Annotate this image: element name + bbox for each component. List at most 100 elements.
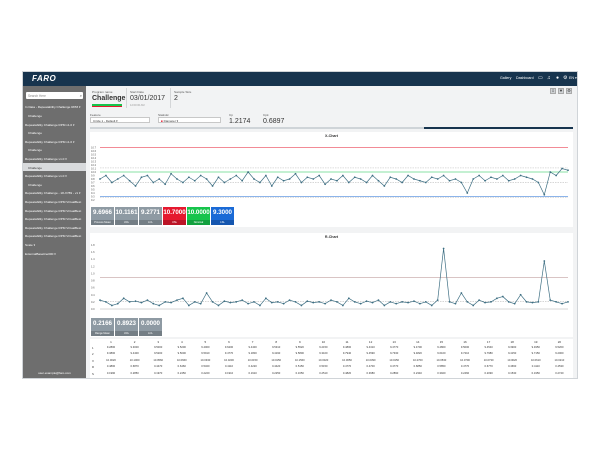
data-point[interactable] xyxy=(341,304,344,307)
data-point[interactable] xyxy=(276,300,279,303)
data-point[interactable] xyxy=(336,300,338,303)
data-point[interactable] xyxy=(140,176,143,179)
data-point[interactable] xyxy=(205,178,208,180)
sidebar-item[interactable]: ExternalBaseline000 ▾ xyxy=(25,251,56,256)
language-select[interactable]: EN ▾ xyxy=(569,76,577,80)
data-point[interactable] xyxy=(371,301,374,304)
data-point[interactable] xyxy=(472,178,475,180)
data-point[interactable] xyxy=(170,172,172,175)
data-point[interactable] xyxy=(383,304,386,307)
settings-icon[interactable]: ⚙ xyxy=(563,75,568,81)
data-point[interactable] xyxy=(270,301,273,304)
data-point[interactable] xyxy=(401,300,404,303)
data-point[interactable] xyxy=(472,304,475,307)
data-point[interactable] xyxy=(347,181,350,184)
data-point[interactable] xyxy=(383,185,386,187)
data-point[interactable] xyxy=(430,304,433,307)
data-point[interactable] xyxy=(264,174,267,177)
data-point[interactable] xyxy=(182,297,184,300)
data-point[interactable] xyxy=(389,300,392,303)
data-point[interactable] xyxy=(507,179,510,182)
data-point[interactable] xyxy=(347,297,350,300)
data-point[interactable] xyxy=(128,300,131,303)
data-point[interactable] xyxy=(519,293,522,296)
data-point[interactable] xyxy=(555,300,558,303)
data-point[interactable] xyxy=(312,301,315,304)
data-point[interactable] xyxy=(158,304,161,307)
data-point[interactable] xyxy=(567,169,569,172)
search-input[interactable]: Search Here ⌕ xyxy=(26,92,83,99)
data-point[interactable] xyxy=(182,181,184,184)
data-point[interactable] xyxy=(525,300,528,303)
data-point[interactable] xyxy=(247,302,250,305)
data-point[interactable] xyxy=(176,178,178,180)
data-point[interactable] xyxy=(217,304,220,307)
data-point[interactable] xyxy=(389,176,392,179)
data-point[interactable] xyxy=(211,185,214,187)
data-point[interactable] xyxy=(282,179,285,182)
data-point[interactable] xyxy=(223,300,226,303)
data-point[interactable] xyxy=(490,300,492,303)
data-point[interactable] xyxy=(116,302,119,305)
data-point[interactable] xyxy=(413,178,415,180)
data-point[interactable] xyxy=(205,292,208,294)
data-point[interactable] xyxy=(140,301,143,304)
data-point[interactable] xyxy=(152,181,155,184)
sidebar-item[interactable]: Challenge xyxy=(23,163,86,172)
horizontal-scrollbar[interactable] xyxy=(90,127,573,129)
data-point[interactable] xyxy=(395,178,398,180)
data-point[interactable] xyxy=(235,174,238,177)
data-point[interactable] xyxy=(365,181,368,184)
data-point[interactable] xyxy=(531,301,534,304)
sidebar-item[interactable]: Repeatability Challenge v1.0 ▾ xyxy=(25,156,67,161)
sidebar-item[interactable]: Repeatability Challenge RPM VirtualBest xyxy=(25,234,82,239)
data-point[interactable] xyxy=(442,174,445,177)
data-point[interactable] xyxy=(436,178,439,180)
feature-select[interactable]: Circle 1 - Default ▾ xyxy=(90,117,150,123)
data-point[interactable] xyxy=(513,178,516,180)
data-point[interactable] xyxy=(448,300,451,303)
data-point[interactable] xyxy=(211,300,214,303)
data-point[interactable] xyxy=(152,302,155,305)
data-point[interactable] xyxy=(448,179,451,182)
data-point[interactable] xyxy=(306,300,309,303)
data-point[interactable] xyxy=(223,181,226,184)
data-point[interactable] xyxy=(276,176,279,179)
data-point[interactable] xyxy=(341,174,344,177)
data-point[interactable] xyxy=(407,301,409,304)
data-point[interactable] xyxy=(537,181,540,184)
sidebar-item[interactable]: Repeatability Challenge - 18-X789 - v1 ▾ xyxy=(25,191,81,196)
data-point[interactable] xyxy=(193,179,196,182)
data-point[interactable] xyxy=(501,174,504,177)
search-icon[interactable]: ⌕ xyxy=(79,92,82,98)
sidebar-item[interactable]: Repeatability Challenge RPM VirtualBest xyxy=(25,217,82,222)
data-point[interactable] xyxy=(134,185,137,187)
data-point[interactable] xyxy=(359,302,362,305)
data-point[interactable] xyxy=(110,304,113,307)
data-point[interactable] xyxy=(199,174,202,177)
data-point[interactable] xyxy=(531,178,534,180)
data-point[interactable] xyxy=(324,183,327,186)
data-point[interactable] xyxy=(424,181,427,184)
data-point[interactable] xyxy=(259,181,261,184)
data-point[interactable] xyxy=(187,304,190,307)
data-point[interactable] xyxy=(454,302,457,305)
data-point[interactable] xyxy=(146,299,149,302)
data-point[interactable] xyxy=(128,179,131,182)
data-point[interactable] xyxy=(353,176,356,179)
nav-dashboard[interactable]: Dashboard xyxy=(516,76,534,80)
data-point[interactable] xyxy=(496,178,498,180)
folder-icon[interactable]: ▭ xyxy=(538,75,543,81)
data-point[interactable] xyxy=(537,300,540,303)
data-point[interactable] xyxy=(377,299,380,302)
data-point[interactable] xyxy=(466,300,469,303)
data-point[interactable] xyxy=(300,181,303,184)
data-point[interactable] xyxy=(217,176,220,179)
data-point[interactable] xyxy=(549,299,552,302)
data-point[interactable] xyxy=(418,179,421,182)
data-point[interactable] xyxy=(401,181,404,184)
data-point[interactable] xyxy=(164,300,167,303)
data-point[interactable] xyxy=(229,301,232,304)
sidebar-item[interactable]: In Data - Repeatability Challenge RPM ▾ xyxy=(25,105,81,110)
data-point[interactable] xyxy=(318,174,321,177)
